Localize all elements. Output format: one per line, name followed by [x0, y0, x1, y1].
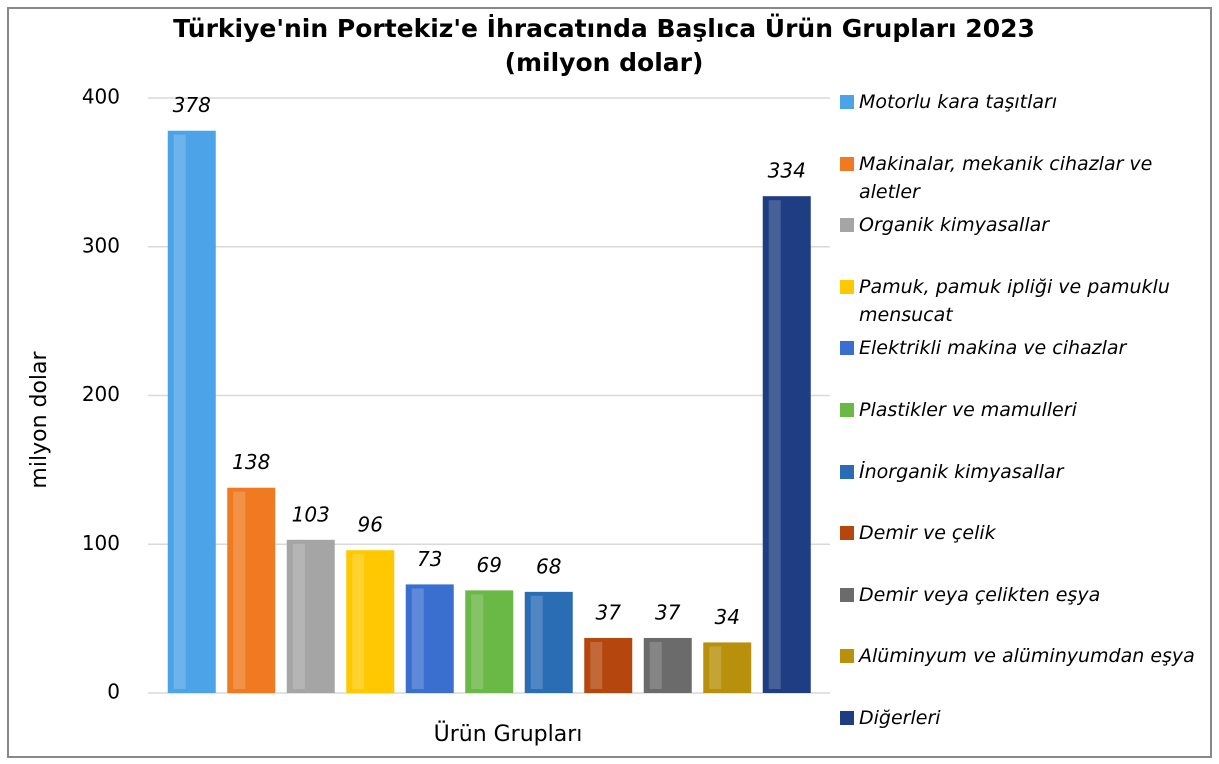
data-label: 34: [715, 605, 740, 629]
bar-highlight: [292, 543, 305, 689]
legend-item: Elektrikli makina ve cihazlar: [840, 334, 1212, 396]
bar-highlight: [649, 641, 662, 689]
legend-swatch: [840, 156, 854, 171]
data-label: 68: [536, 554, 561, 578]
data-label: 96: [358, 513, 383, 537]
legend-label: Diğerleri: [859, 706, 941, 729]
legend-swatch: [840, 279, 854, 294]
y-tick-label: 100: [82, 531, 120, 555]
bar-highlight: [233, 491, 246, 689]
bar: [286, 539, 335, 693]
legend-swatch: [840, 402, 854, 417]
legend-item: Diğerleri: [840, 704, 1212, 764]
legend-item: Makinalar, mekanik cihazlar ve aletler: [840, 150, 1212, 212]
legend-label: Demir ve çelik: [859, 522, 996, 545]
chart-title: Türkiye'nin Portekiz'e İhracatında Başlı…: [173, 14, 1035, 77]
legend-label: Plastikler ve mamulleri: [859, 398, 1077, 421]
legend-label: Motorlu kara taşıtları: [859, 91, 1058, 113]
legend-swatch: [840, 464, 854, 479]
legend-swatch: [840, 710, 854, 725]
legend-label: Demir veya çelikten eşya: [859, 583, 1101, 606]
data-label: 334: [768, 159, 806, 183]
y-tick-label: 400: [82, 85, 120, 109]
data-label: 69: [477, 553, 502, 577]
legend-label: Organik kimyasallar: [859, 214, 1050, 237]
data-label: 37: [655, 600, 681, 624]
legend-swatch: [840, 341, 854, 356]
bar: [584, 637, 633, 693]
legend-item: Plastikler ve mamulleri: [840, 396, 1212, 458]
y-tick-label: 200: [82, 382, 120, 406]
bar: [762, 196, 811, 694]
legend-item: İnorganik kimyasallar: [840, 458, 1212, 520]
bar-highlight: [173, 134, 186, 690]
bar: [346, 550, 395, 693]
legend-item: Demir ve çelik: [840, 519, 1212, 581]
legend-item: Demir veya çelikten eşya: [840, 581, 1212, 643]
bar: [167, 130, 216, 694]
y-tick-label: 0: [107, 680, 120, 704]
legend-label: İnorganik kimyasallar: [859, 460, 1064, 483]
bar-highlight: [530, 595, 543, 689]
bar: [227, 487, 276, 693]
bar-highlight: [352, 554, 365, 689]
legend-label: Elektrikli makina ve cihazlar: [859, 337, 1127, 360]
legend-swatch: [840, 218, 854, 233]
bar: [643, 637, 692, 693]
bar: [524, 591, 573, 693]
bar: [405, 584, 454, 693]
legend-swatch: [840, 649, 854, 664]
data-label: 103: [292, 502, 330, 526]
bar-highlight: [709, 646, 722, 689]
data-label: 138: [232, 450, 270, 474]
x-axis-label: Ürün Grupları: [434, 721, 583, 747]
legend: Motorlu kara taşıtları Makinalar, mekanik…: [840, 88, 1212, 764]
legend-swatch: [840, 587, 854, 602]
legend-label: Pamuk, pamuk ipliği ve pamuklu mensucat: [859, 275, 1170, 326]
legend-item: Organik kimyasallar: [840, 211, 1212, 273]
legend-item: Pamuk, pamuk ipliği ve pamuklu mensucat: [840, 273, 1212, 335]
y-axis-label: milyon dolar: [27, 350, 52, 488]
bar-highlight: [411, 588, 424, 689]
legend-label: Alüminyum ve alüminyumdan eşya: [859, 645, 1195, 668]
legend-swatch: [840, 526, 854, 541]
bar-highlight: [471, 594, 484, 689]
bar-highlight: [768, 200, 781, 690]
data-label: 73: [417, 547, 442, 571]
data-label: 37: [596, 600, 622, 624]
data-label: 378: [173, 93, 211, 117]
y-tick-label: 300: [82, 233, 120, 257]
legend-swatch: [840, 95, 854, 109]
legend-label: Makinalar, mekanik cihazlar ve aletler: [859, 152, 1153, 203]
legend-item: Alüminyum ve alüminyumdan eşya: [840, 642, 1212, 704]
legend-item: Motorlu kara taşıtları: [840, 88, 1212, 150]
bar-highlight: [590, 641, 603, 689]
bar: [465, 590, 514, 693]
bar: [703, 642, 752, 693]
